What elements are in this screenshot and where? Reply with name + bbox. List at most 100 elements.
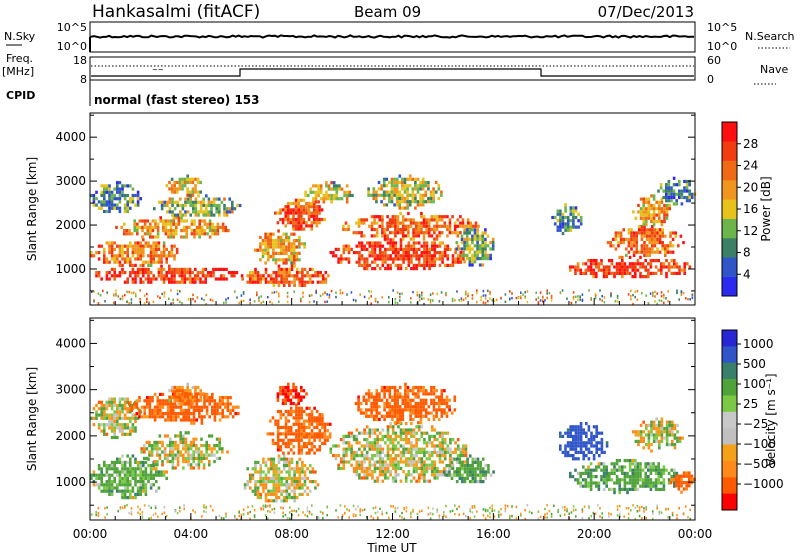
data-cell [467, 225, 470, 228]
data-cell [257, 480, 260, 483]
data-cell [129, 430, 132, 433]
data-cell [376, 392, 379, 395]
data-cell [278, 293, 280, 295]
data-cell [304, 477, 307, 480]
data-cell [570, 210, 573, 213]
data-cell [300, 208, 303, 211]
data-cell [227, 229, 230, 232]
data-cell [297, 208, 300, 211]
data-cell [299, 493, 302, 496]
colorbar-segment [722, 257, 737, 277]
data-cell [283, 499, 286, 502]
data-cell [446, 415, 449, 418]
data-cell [134, 194, 137, 197]
data-cell [121, 268, 124, 271]
data-cell [489, 254, 492, 257]
scatter-blob [153, 194, 241, 216]
data-cell [383, 396, 386, 399]
data-cell [384, 231, 387, 234]
data-cell [480, 296, 482, 298]
data-cell [505, 293, 507, 295]
data-cell [139, 477, 142, 480]
data-cell [439, 257, 442, 260]
data-cell [259, 470, 262, 473]
data-cell [373, 191, 376, 194]
data-cell [198, 232, 201, 235]
data-cell [460, 454, 463, 457]
data-cell [276, 291, 278, 293]
data-cell [396, 399, 399, 402]
data-cell [407, 402, 410, 405]
data-cell [166, 460, 169, 463]
data-cell [185, 457, 188, 460]
data-cell [154, 418, 157, 421]
data-cell [469, 251, 472, 254]
data-cell [449, 222, 452, 225]
data-cell [658, 207, 661, 210]
data-cell [290, 261, 293, 264]
data-cell [461, 480, 464, 483]
data-cell [169, 210, 172, 213]
data-cell [408, 245, 411, 248]
data-cell [320, 197, 323, 200]
data-cell [300, 205, 303, 208]
data-cell [293, 496, 296, 499]
data-cell [108, 417, 111, 420]
data-cell [152, 477, 155, 480]
data-cell [121, 184, 124, 187]
data-cell [124, 398, 127, 401]
data-cell [419, 197, 422, 200]
data-cell [272, 252, 275, 255]
data-cell [415, 386, 418, 389]
data-cell [134, 458, 137, 461]
data-cell [669, 241, 672, 244]
data-cell [259, 236, 262, 239]
data-cell [428, 225, 431, 228]
data-cell [343, 245, 346, 248]
data-cell [142, 264, 145, 267]
data-cell [425, 184, 428, 187]
data-cell [376, 228, 379, 231]
data-cell [678, 196, 681, 199]
data-cell [287, 212, 290, 215]
data-cell [223, 210, 226, 213]
data-cell [111, 486, 114, 489]
data-cell [93, 407, 96, 410]
data-cell [202, 392, 205, 395]
data-cell [132, 496, 135, 499]
data-cell [659, 251, 662, 254]
data-cell [167, 235, 170, 238]
data-cell [335, 444, 338, 447]
data-cell [163, 268, 166, 271]
data-cell [618, 256, 621, 259]
data-cell [134, 417, 137, 420]
data-cell [384, 441, 387, 444]
data-cell [146, 399, 149, 402]
data-cell [190, 454, 193, 457]
data-cell [431, 228, 434, 231]
data-cell [311, 436, 314, 439]
data-cell [265, 477, 268, 480]
data-cell [287, 452, 290, 455]
data-cell [313, 452, 316, 455]
data-cell [280, 426, 283, 429]
data-cell [361, 257, 364, 260]
data-cell [246, 483, 249, 486]
data-cell [489, 241, 492, 244]
data-cell [471, 247, 474, 250]
data-cell [151, 396, 154, 399]
data-cell [152, 261, 155, 264]
data-cell [280, 281, 283, 284]
data-cell [288, 467, 291, 470]
data-cell [378, 399, 381, 402]
data-cell [121, 417, 124, 420]
data-cell [210, 207, 213, 210]
data-cell [683, 265, 686, 268]
data-cell [373, 194, 376, 197]
data-cell [453, 458, 456, 461]
data-cell [324, 439, 327, 442]
data-cell [428, 228, 431, 231]
data-cell [106, 210, 109, 213]
data-cell [150, 467, 153, 470]
data-cell [159, 441, 162, 444]
